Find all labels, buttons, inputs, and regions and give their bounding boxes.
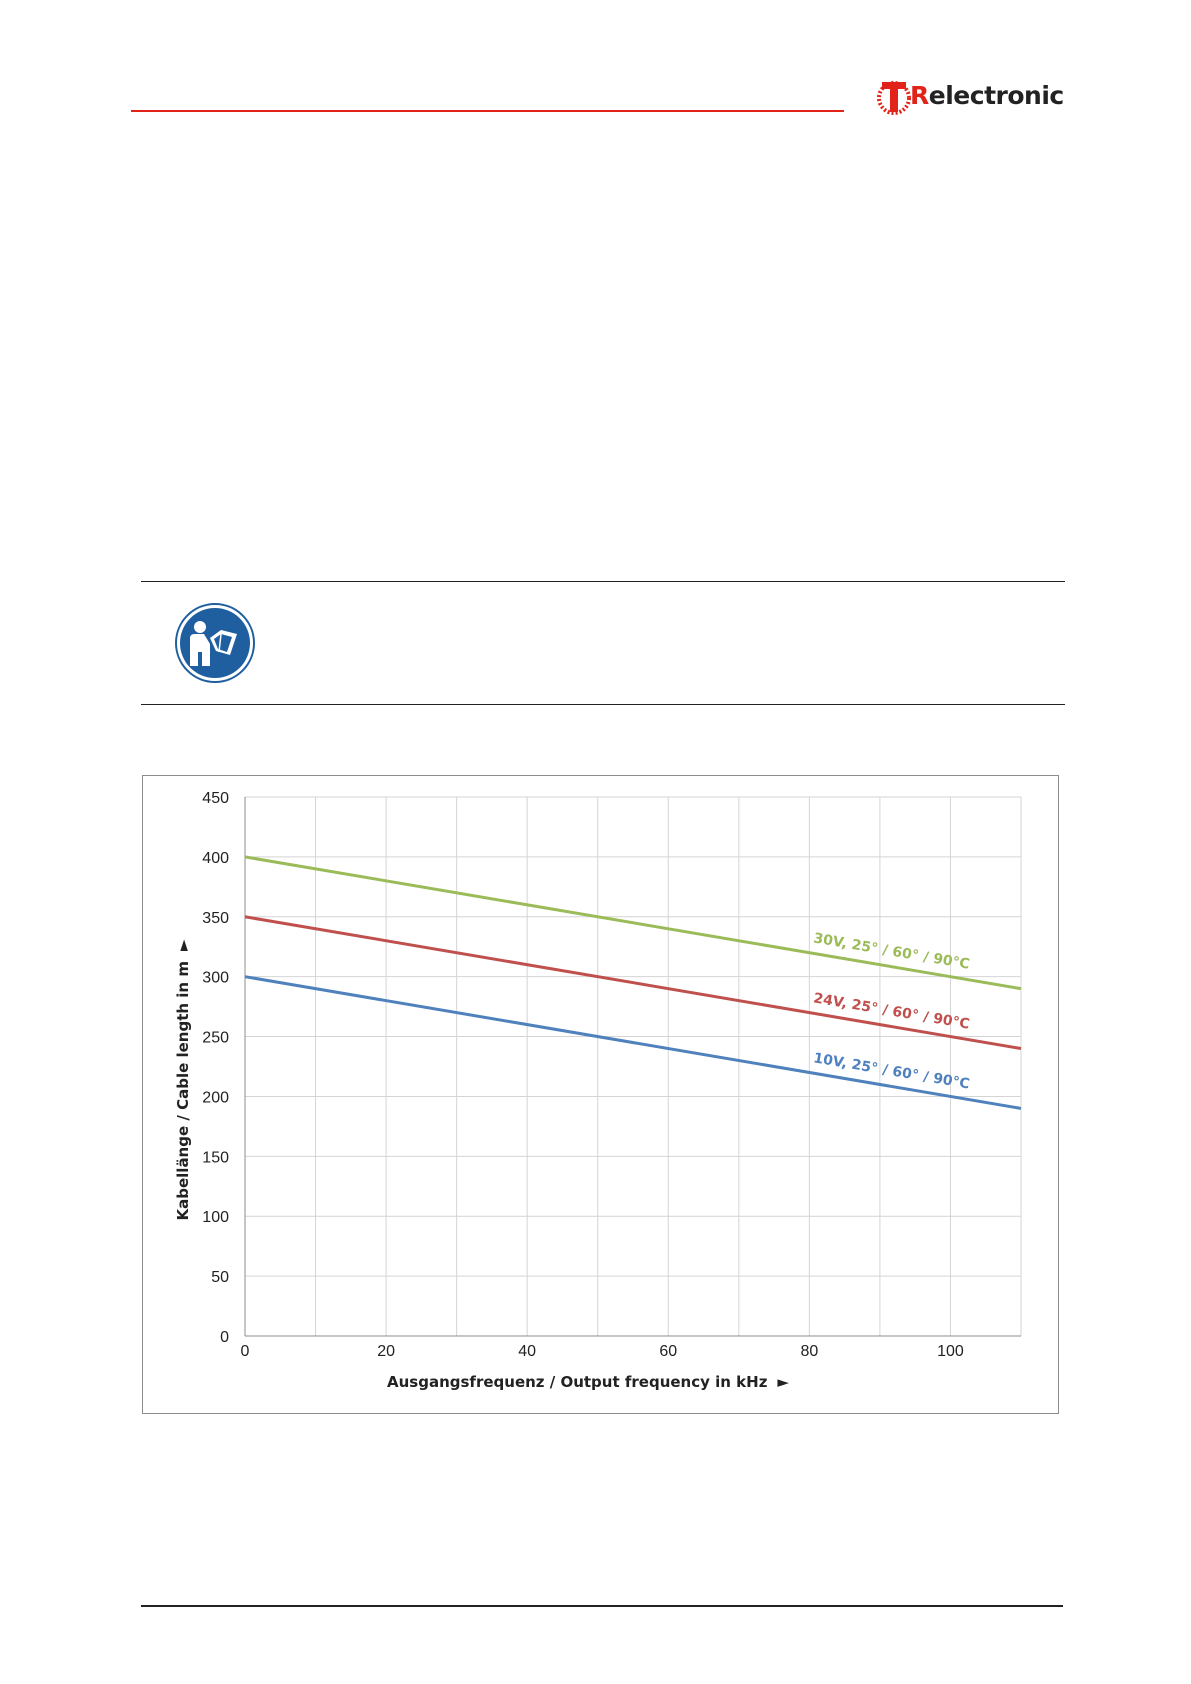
tick-layer: 0 20 40 60 80 100 0 50 100 150 200 250 300 350 400 450: [202, 790, 964, 1360]
x-tick-label: 40: [518, 1343, 536, 1360]
series-line: [244, 975, 1022, 1110]
y-tick-label: 250: [202, 1030, 229, 1047]
y-axis-title: Kabellänge / Cable length in m►: [174, 939, 192, 1220]
x-tick-label: 60: [659, 1343, 677, 1360]
logo-mark-icon: [877, 81, 911, 115]
company-logo: Relectronic: [876, 78, 1064, 118]
grid-layer: [244, 796, 1022, 1337]
notice-top-rule: [141, 581, 1065, 582]
x-tick-label: 100: [937, 1343, 964, 1360]
logo-text: Relectronic: [910, 81, 1064, 110]
y-tick-label: 400: [202, 850, 229, 867]
y-tick-label: 100: [202, 1209, 229, 1226]
y-tick-label: 300: [202, 970, 229, 987]
x-tick-label: 20: [377, 1343, 395, 1360]
series-line: [244, 855, 1022, 991]
x-tick-label: 80: [800, 1343, 818, 1360]
y-tick-label: 0: [220, 1329, 229, 1346]
y-tick-label: 50: [211, 1269, 229, 1286]
header-rule: [131, 110, 844, 112]
series-line: [244, 915, 1022, 1051]
x-tick-label: 0: [241, 1343, 250, 1360]
read-manual-icon: [175, 603, 255, 683]
y-tick-label: 450: [202, 790, 229, 807]
x-axis-title: Ausgangsfrequenz / Output frequency in k…: [387, 1373, 789, 1391]
footer-rule: [141, 1605, 1063, 1607]
y-tick-label: 150: [202, 1149, 229, 1166]
y-tick-label: 200: [202, 1089, 229, 1106]
chart-frame: 30V, 25° / 60° / 90°C 24V, 25° / 60° / 90…: [142, 775, 1059, 1414]
y-tick-label: 350: [202, 910, 229, 927]
notice-bottom-rule: [141, 704, 1065, 705]
